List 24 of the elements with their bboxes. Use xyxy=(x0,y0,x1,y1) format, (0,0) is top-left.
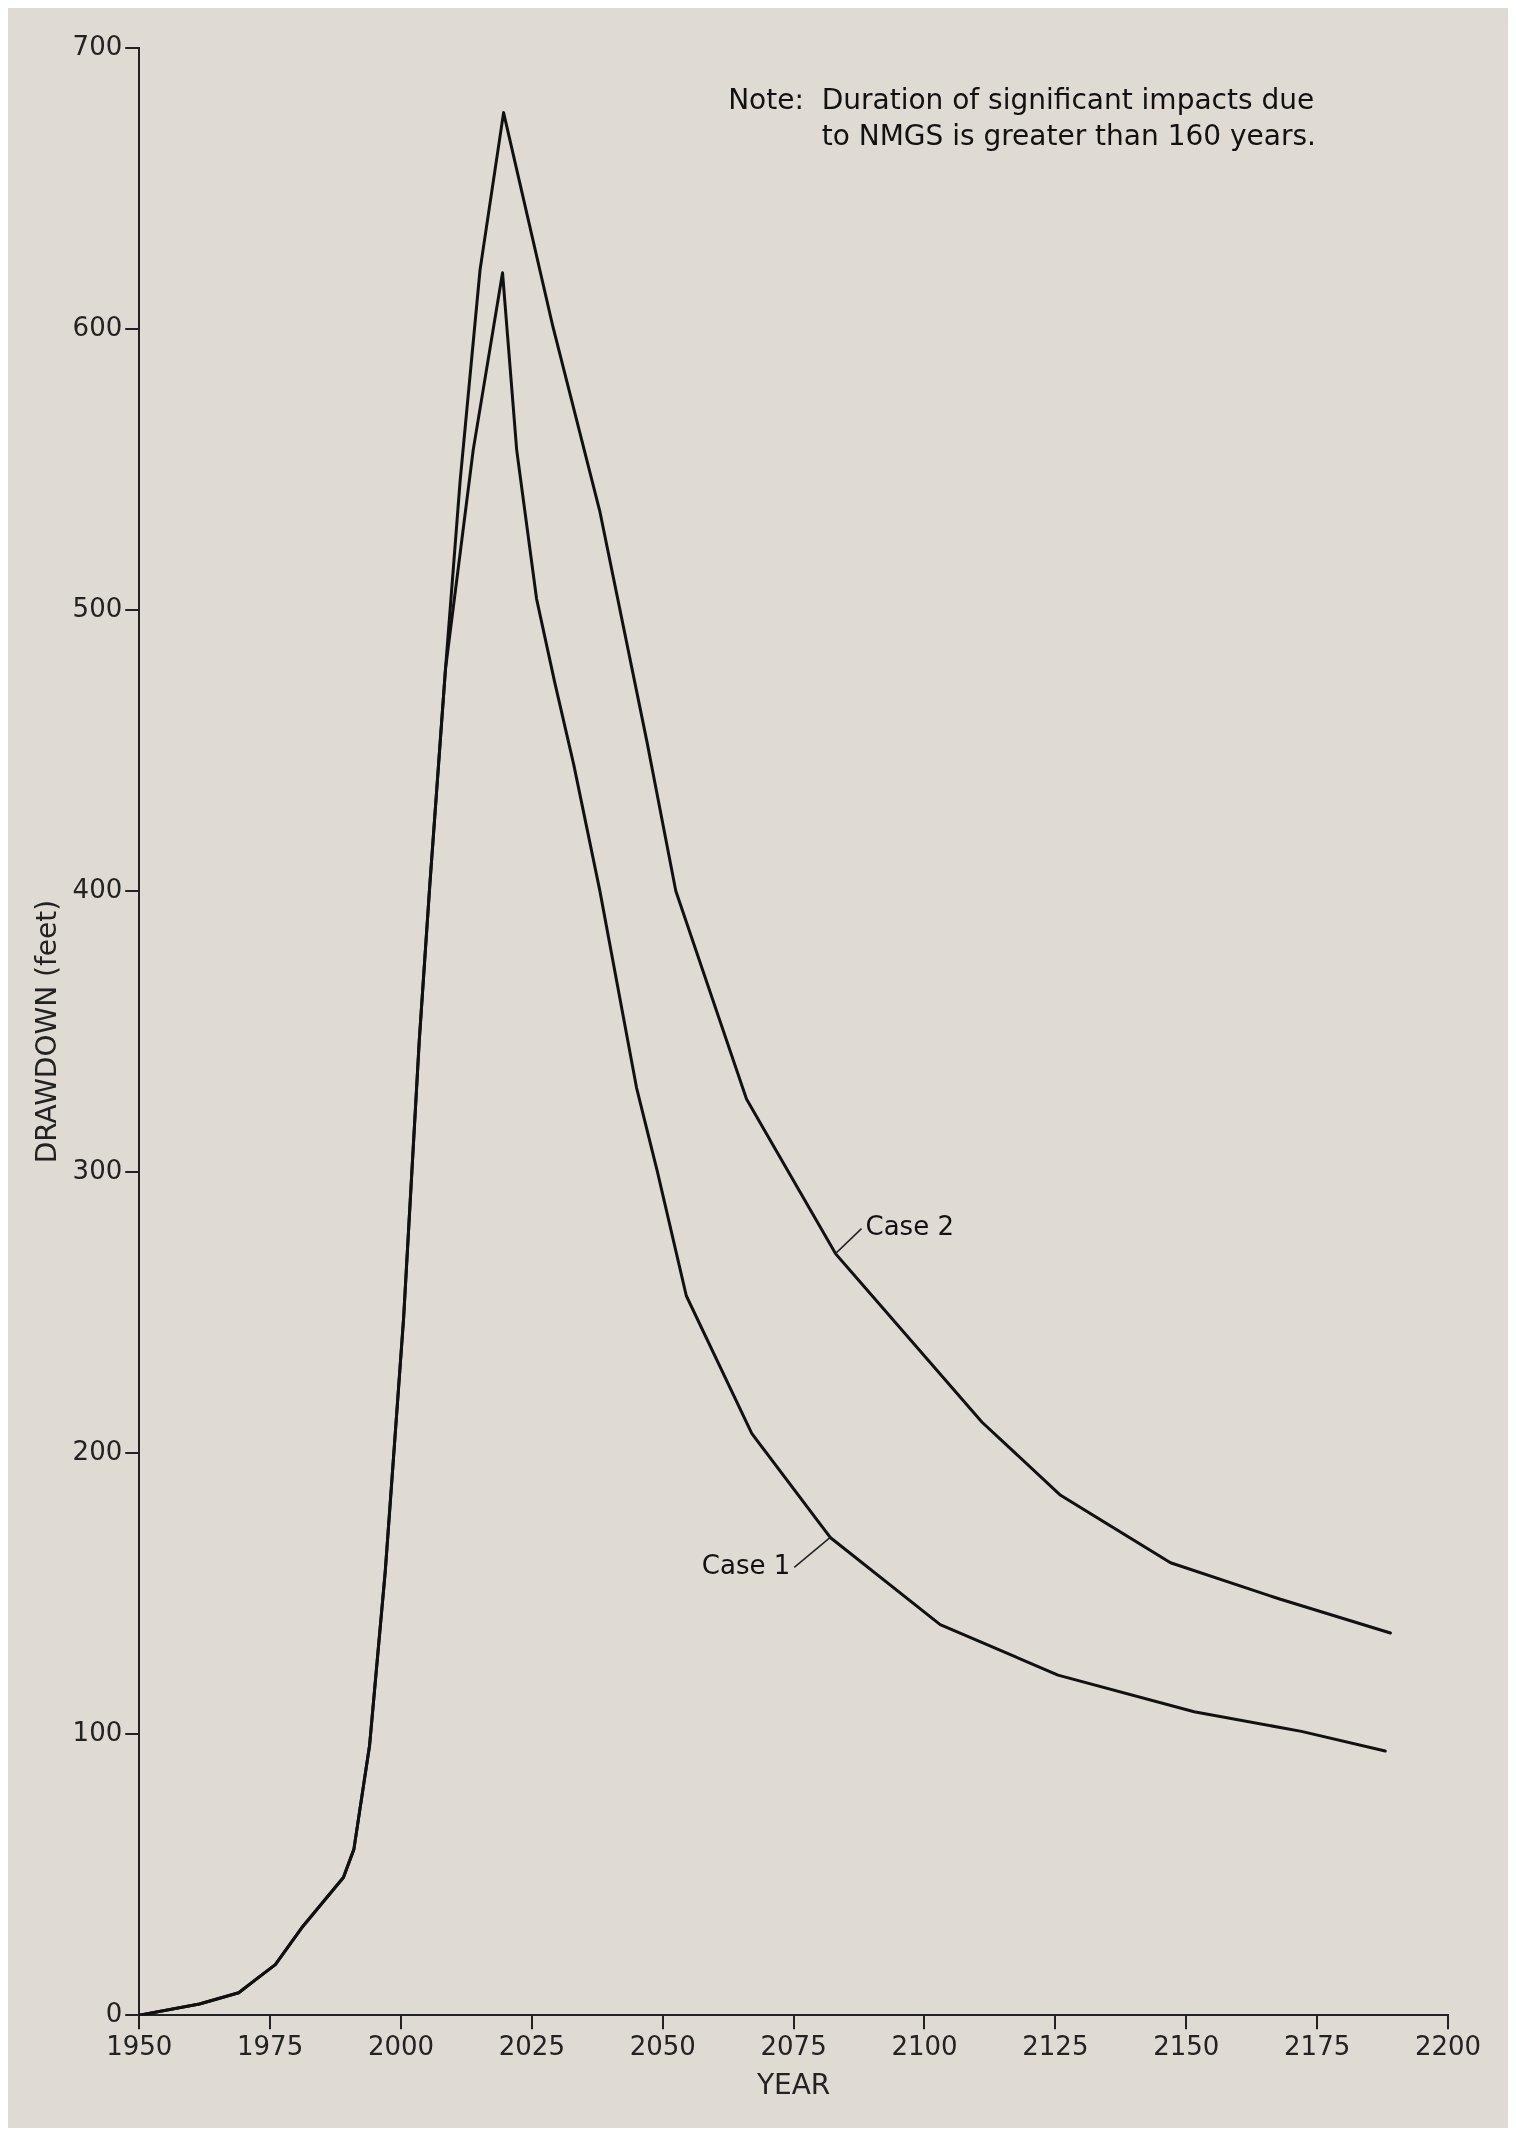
annotation: Note: Duration of significant impacts due to NMGS is greater than 160 years. xyxy=(728,83,1316,153)
y-tick-label: 200 xyxy=(72,1435,123,1466)
y-tick-label: 300 xyxy=(72,1154,123,1185)
x-tick-label: 2050 xyxy=(629,2030,696,2061)
y-tick-label: 600 xyxy=(72,311,123,342)
y-axis-title: DRAWDOWN (feet) xyxy=(30,899,64,1164)
y-tick-label: 500 xyxy=(72,592,123,623)
x-tick-label: 1975 xyxy=(237,2030,304,2061)
x-tick-label: 2000 xyxy=(367,2030,435,2061)
series-label: Case 1 xyxy=(701,1550,791,1581)
x-tick-label: 2100 xyxy=(891,2030,958,2061)
x-tick-label: 2175 xyxy=(1284,2030,1351,2061)
x-axis-title: YEAR xyxy=(755,2068,831,2102)
y-tick-label: 100 xyxy=(72,1716,123,1747)
series-label: Case 2 xyxy=(865,1211,954,1242)
x-tick-label: 2075 xyxy=(760,2030,827,2061)
y-tick-label: 700 xyxy=(72,30,123,61)
x-tick-label: 2200 xyxy=(1414,2030,1482,2061)
x-tick-label: 2025 xyxy=(498,2030,565,2061)
y-tick-label: 400 xyxy=(72,873,123,904)
x-tick-label: 2150 xyxy=(1153,2030,1220,2061)
x-tick-label: 1950 xyxy=(106,2030,173,2061)
x-tick-label: 2125 xyxy=(1022,2030,1089,2061)
y-tick-label: 0 xyxy=(105,1997,123,2028)
